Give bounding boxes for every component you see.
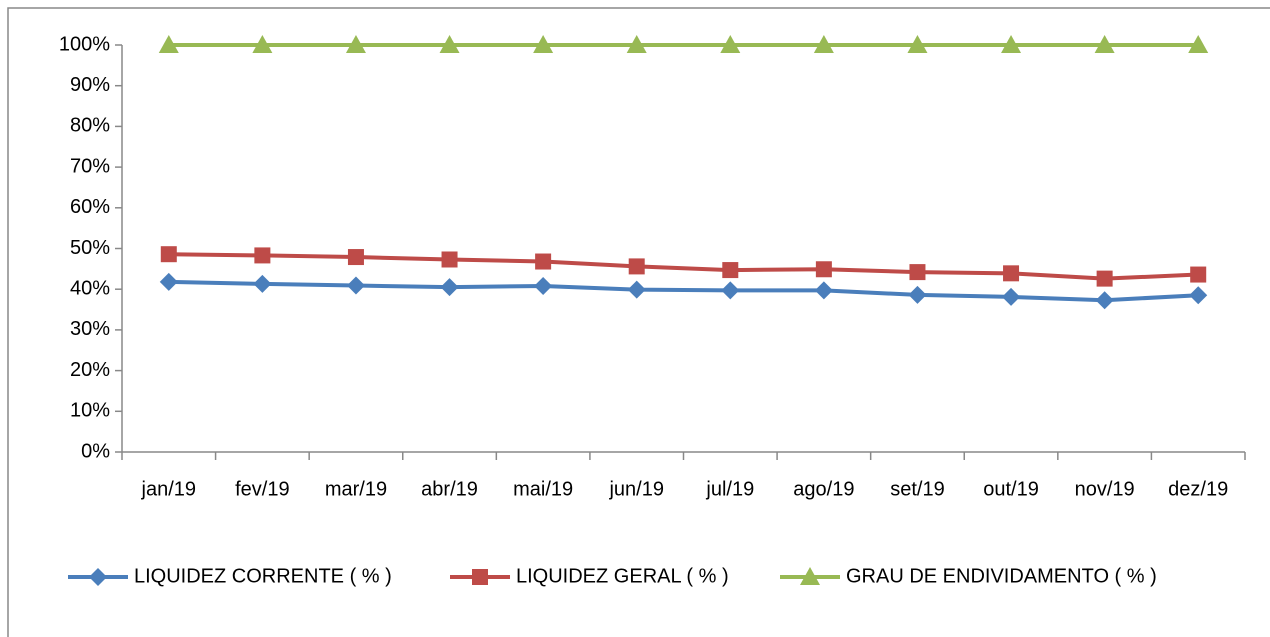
legend-label: GRAU DE ENDIVIDAMENTO ( % ): [846, 565, 1157, 587]
x-tick-label: mar/19: [325, 478, 387, 500]
series-line: [168, 279, 1199, 303]
point: [721, 281, 740, 300]
point: [252, 35, 273, 53]
point: [907, 35, 928, 53]
point: [720, 35, 741, 53]
x-tick-label: fev/19: [235, 478, 289, 500]
y-tick-label: 70%: [70, 155, 110, 177]
point: [722, 262, 739, 279]
y-tick-label: 20%: [70, 359, 110, 381]
point: [1189, 286, 1208, 305]
x-tick-label: jan/19: [141, 478, 197, 500]
point: [1094, 35, 1115, 53]
chart-border: [7, 7, 1270, 637]
y-tick-label: 0%: [81, 440, 110, 462]
point: [1190, 266, 1207, 283]
legend-marker: [472, 569, 488, 585]
y-tick-label: 10%: [70, 400, 110, 422]
point: [908, 285, 927, 304]
point: [254, 247, 271, 264]
point: [535, 253, 552, 270]
y-tick-label: 50%: [70, 237, 110, 259]
point: [628, 258, 645, 275]
point: [1001, 35, 1022, 53]
x-tick-label: dez/19: [1168, 478, 1228, 500]
point: [534, 276, 553, 295]
x-tick-label: ago/19: [793, 478, 854, 500]
point: [159, 272, 178, 291]
point: [439, 35, 460, 53]
point: [158, 35, 179, 53]
y-tick-label: 90%: [70, 74, 110, 96]
x-tick-label: mai/19: [513, 478, 573, 500]
point: [627, 280, 646, 299]
point: [440, 278, 459, 297]
point: [813, 35, 834, 53]
x-tick-label: jul/19: [705, 478, 754, 500]
y-tick-label: 80%: [70, 115, 110, 137]
point: [253, 274, 272, 293]
y-tick-label: 100%: [59, 33, 110, 55]
x-tick-label: abr/19: [421, 478, 478, 500]
y-tick-label: 30%: [70, 318, 110, 340]
point: [909, 264, 926, 281]
point: [1096, 270, 1113, 287]
point: [160, 246, 177, 263]
point: [533, 35, 554, 53]
point: [814, 281, 833, 300]
legend-marker: [800, 567, 820, 585]
x-tick-label: out/19: [983, 478, 1039, 500]
point: [626, 35, 647, 53]
legend-label: LIQUIDEZ GERAL ( % ): [516, 565, 729, 587]
y-tick-label: 40%: [70, 277, 110, 299]
x-tick-label: jun/19: [608, 478, 664, 500]
legend-label: LIQUIDEZ CORRENTE ( % ): [134, 565, 392, 587]
point: [1095, 291, 1114, 310]
point: [1002, 287, 1021, 306]
point: [441, 251, 458, 268]
point: [345, 35, 366, 53]
x-tick-label: nov/19: [1075, 478, 1135, 500]
point: [346, 276, 365, 295]
point: [1188, 35, 1209, 53]
point: [815, 261, 832, 278]
x-tick-label: set/19: [890, 478, 944, 500]
legend-marker: [89, 568, 107, 586]
series-line: [168, 252, 1199, 281]
y-tick-label: 60%: [70, 196, 110, 218]
point: [1003, 265, 1020, 282]
point: [347, 249, 364, 266]
